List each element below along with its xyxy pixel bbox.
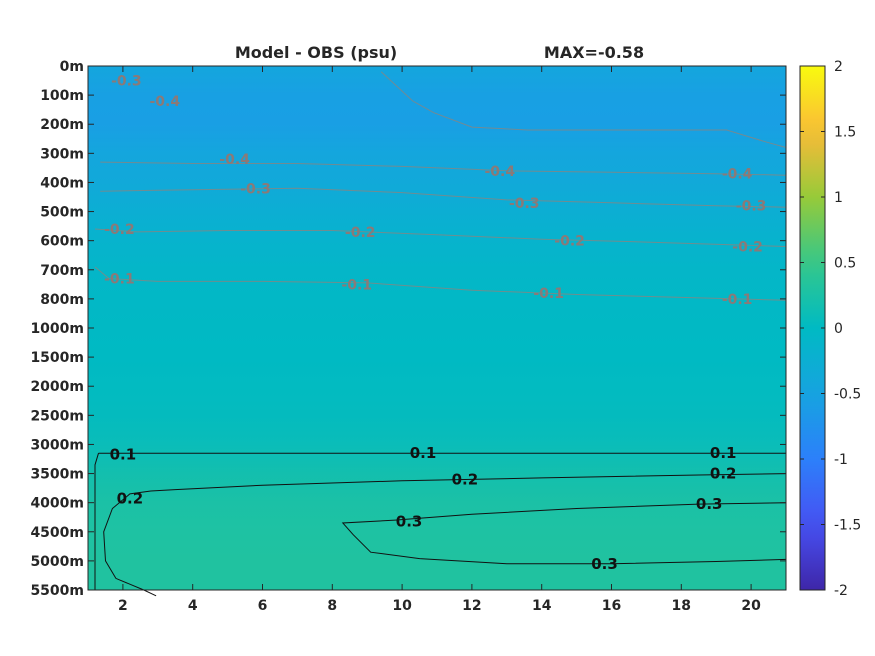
x-tick-label: 18 [672, 598, 691, 614]
colorbar-tick-label: -0.5 [834, 387, 861, 403]
x-tick-label: 2 [118, 598, 128, 614]
contour-label: -0.1 [341, 277, 372, 293]
contour-labels-negative: -0.3 -0.4 -0.4 -0.4 -0.4 -0.3 -0.3 -0.3 -0.2 -0.2… [104, 74, 766, 308]
contour-label: -0.1 [722, 292, 753, 308]
contour-label: -0.1 [104, 272, 135, 288]
contour-labels-positive: 0.1 0.1 0.1 0.2 0.2 0.2 0.3 0.3 0.3 [110, 444, 737, 573]
y-tick-label: 2000m [30, 379, 84, 395]
contour-line--0.1 [94, 266, 787, 301]
contour-label: 0.3 [591, 555, 618, 573]
y-tick-label: 4000m [30, 496, 84, 512]
y-tick-label: 0m [60, 59, 84, 75]
contour-label: 0.3 [396, 513, 423, 531]
y-tick-label: 4500m [30, 525, 84, 541]
color-field [88, 66, 786, 590]
contour-label: -0.3 [240, 181, 271, 197]
y-tick-label: 300m [40, 146, 84, 162]
contour-label: -0.2 [345, 225, 376, 241]
contour-label: -0.4 [149, 94, 180, 110]
colorbar-tick-label: -1.5 [834, 518, 861, 534]
contour-line--0.2 [94, 228, 787, 247]
colorbar-tick-label: -1 [834, 452, 848, 468]
chart-title-left: Model - OBS (psu) [235, 43, 397, 62]
y-tick-label: 5000m [30, 554, 84, 570]
color-field-fill [88, 66, 786, 590]
contour-label: 0.3 [696, 495, 723, 513]
contour-label: -0.1 [533, 286, 564, 302]
y-tick-label: 800m [40, 292, 84, 308]
colorbar-tick-label: 0.5 [834, 256, 856, 272]
x-tick-label: 12 [462, 598, 481, 614]
contour-label: 0.2 [710, 465, 737, 483]
y-tick-label: 3500m [30, 467, 84, 483]
contour-line--0.5 [380, 71, 787, 148]
contour-label: 0.2 [452, 470, 479, 488]
contour-label: -0.4 [219, 152, 250, 168]
y-tick-label: 200m [40, 117, 84, 133]
colorbar-tick-label: 2 [834, 59, 843, 75]
y-tick-label: 400m [40, 175, 84, 191]
y-tick-label: 5500m [30, 583, 84, 599]
contours-negative [94, 71, 787, 301]
contour-label: -0.3 [111, 74, 142, 90]
x-axis: 2 4 6 8 10 12 14 16 18 20 [118, 66, 761, 614]
colorbar-axis: 2 1.5 1 0.5 0 -0.5 -1 -1.5 -2 [800, 59, 861, 599]
contour-line-0.2 [103, 473, 787, 597]
y-tick-label: 600m [40, 234, 84, 250]
colorbar-tick-label: -2 [834, 583, 848, 599]
y-tick-label: 500m [40, 205, 84, 221]
y-tick-label: 2500m [30, 408, 84, 424]
y-tick-label: 100m [40, 88, 84, 104]
x-tick-label: 4 [188, 598, 198, 614]
contour-label: -0.4 [722, 167, 753, 183]
y-tick-label: 1000m [30, 321, 84, 337]
x-tick-label: 20 [741, 598, 761, 614]
x-tick-label: 16 [602, 598, 621, 614]
y-tick-label: 700m [40, 263, 84, 279]
chart-title-right: MAX=-0.58 [544, 43, 644, 62]
contour-label: -0.3 [509, 196, 540, 212]
contour-label: -0.2 [104, 222, 135, 238]
contour-label: 0.1 [410, 444, 437, 462]
contour-label: 0.1 [110, 446, 137, 464]
x-tick-label: 10 [392, 598, 412, 614]
contour-line-0.1 [94, 453, 99, 590]
y-tick-label: 1500m [30, 350, 84, 366]
contour-line-0.3 [341, 502, 787, 565]
contour-label: -0.2 [554, 234, 585, 250]
y-tick-label: 3000m [30, 437, 84, 453]
colorbar-tick-label: 0 [834, 321, 843, 337]
colorbar-tick-label: 1 [834, 190, 843, 206]
contour-label: 0.1 [710, 444, 737, 462]
colorbar-tick-label: 1.5 [834, 125, 856, 141]
contour-label: -0.4 [485, 164, 516, 180]
x-tick-label: 8 [327, 598, 337, 614]
contour-label: -0.2 [732, 239, 763, 255]
contour-line--0.4 [100, 161, 787, 176]
x-tick-label: 6 [258, 598, 268, 614]
contour-label: 0.2 [117, 489, 144, 507]
contour-line--0.3 [100, 187, 787, 208]
x-tick-label: 14 [532, 598, 552, 614]
contour-label: -0.3 [736, 199, 767, 215]
y-axis: 0m 100m 200m 300m 400m 500m 600m 700m 800m 1000m 1… [30, 59, 786, 599]
contours-positive [94, 452, 787, 597]
